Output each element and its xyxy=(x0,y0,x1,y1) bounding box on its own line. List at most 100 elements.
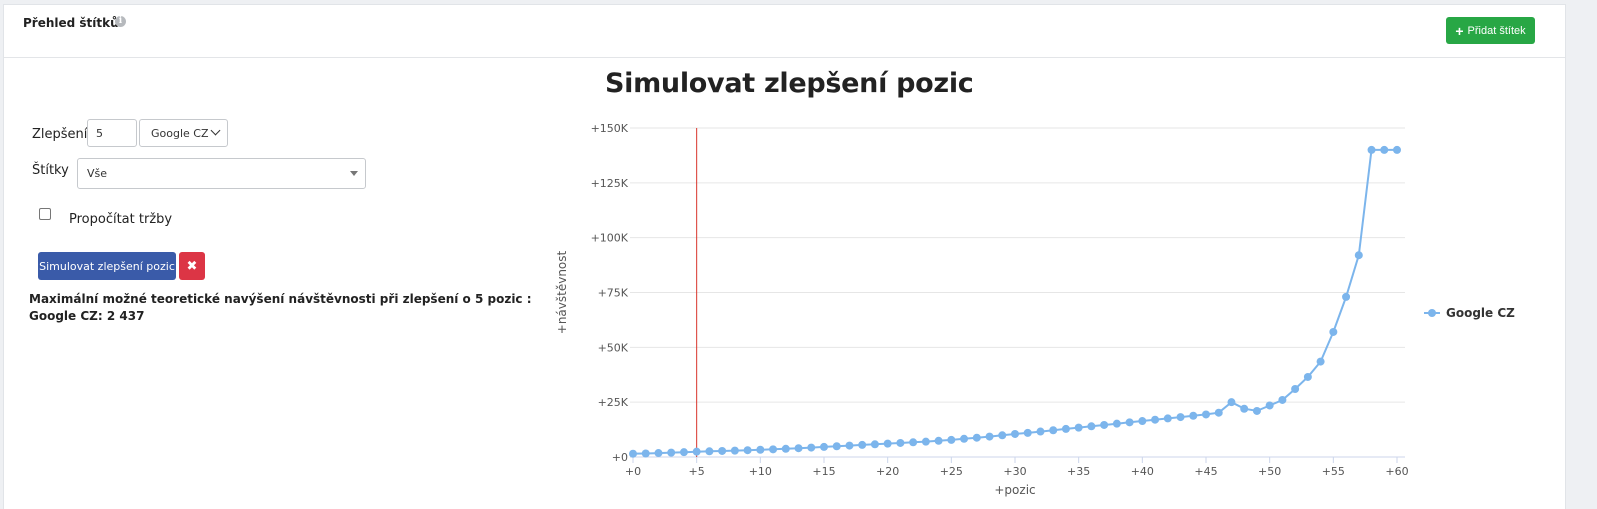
data-point[interactable] xyxy=(1151,415,1160,424)
revenue-checkbox[interactable] xyxy=(39,208,51,220)
y-tick-label: +100K xyxy=(591,232,629,245)
caret-down-icon xyxy=(350,171,358,176)
panel-title: Přehled štítků xyxy=(23,16,119,30)
data-point[interactable] xyxy=(1367,145,1376,154)
y-tick-label: +150K xyxy=(591,122,629,135)
data-point[interactable] xyxy=(972,433,981,442)
data-point[interactable] xyxy=(1342,292,1351,301)
data-point[interactable] xyxy=(1214,408,1223,417)
data-point[interactable] xyxy=(692,447,701,456)
data-point[interactable] xyxy=(1380,145,1389,154)
data-point[interactable] xyxy=(1100,420,1109,429)
data-point[interactable] xyxy=(1138,417,1147,426)
data-point[interactable] xyxy=(1393,145,1401,154)
tags-label: Štítky xyxy=(32,163,69,178)
data-point[interactable] xyxy=(1112,419,1121,428)
data-point[interactable] xyxy=(1049,426,1058,435)
data-point[interactable] xyxy=(1240,404,1249,413)
data-point[interactable] xyxy=(1176,413,1185,422)
data-point[interactable] xyxy=(743,446,752,455)
panel-header: Přehled štítků i + Přidat štítek xyxy=(4,5,1565,58)
x-tick-label: +25 xyxy=(940,465,963,478)
data-point[interactable] xyxy=(641,449,650,458)
result-line-2: Google CZ: 2 437 xyxy=(29,309,145,323)
clear-button[interactable]: ✖ xyxy=(179,252,205,280)
add-tag-button[interactable]: + Přidat štítek xyxy=(1446,17,1535,44)
data-point[interactable] xyxy=(1036,427,1045,436)
y-tick-label: +0 xyxy=(612,451,628,464)
x-tick-label: +10 xyxy=(749,465,772,478)
x-tick-label: +60 xyxy=(1385,465,1408,478)
series-line xyxy=(632,148,1397,455)
data-point[interactable] xyxy=(629,449,637,458)
data-point[interactable] xyxy=(1252,406,1261,415)
data-point[interactable] xyxy=(870,440,879,449)
data-point[interactable] xyxy=(1125,418,1134,427)
improve-positions-value: 5 xyxy=(96,126,103,140)
data-point[interactable] xyxy=(909,438,918,447)
info-icon[interactable]: i xyxy=(115,16,126,27)
x-tick-label: +50 xyxy=(1258,465,1281,478)
data-point[interactable] xyxy=(1316,357,1325,366)
x-tick-label: +0 xyxy=(625,465,641,478)
data-point[interactable] xyxy=(1354,251,1363,260)
tags-selected: Vše xyxy=(87,167,108,180)
data-point[interactable] xyxy=(679,448,688,457)
data-point[interactable] xyxy=(794,444,803,453)
data-point[interactable] xyxy=(858,440,867,449)
data-point[interactable] xyxy=(883,439,892,448)
data-point[interactable] xyxy=(1163,414,1172,423)
x-tick-label: +20 xyxy=(876,465,899,478)
data-point[interactable] xyxy=(934,436,943,445)
tags-select[interactable]: Vše xyxy=(77,158,366,189)
add-tag-button-label: Přidat štítek xyxy=(1467,24,1526,37)
data-point[interactable] xyxy=(832,442,841,451)
legend-symbol-marker xyxy=(1428,309,1436,317)
data-point[interactable] xyxy=(1202,410,1210,419)
revenue-checkbox-label[interactable]: Propočítat tržby xyxy=(69,212,173,227)
data-point[interactable] xyxy=(1227,398,1236,407)
data-point[interactable] xyxy=(1189,411,1198,420)
simulate-button[interactable]: Simulovat zlepšení pozic xyxy=(38,252,176,280)
legend-item-google-cz[interactable]: Google CZ xyxy=(1446,306,1515,320)
data-point[interactable] xyxy=(1329,327,1338,336)
data-point[interactable] xyxy=(705,447,714,456)
data-point[interactable] xyxy=(654,449,663,458)
y-tick-label: +75K xyxy=(598,287,629,300)
data-point[interactable] xyxy=(998,431,1007,440)
data-point[interactable] xyxy=(807,443,816,452)
improve-positions-input[interactable]: 5 xyxy=(87,119,137,147)
data-point[interactable] xyxy=(1023,428,1032,437)
plus-icon: + xyxy=(1455,22,1464,39)
data-point[interactable] xyxy=(845,441,854,450)
data-point[interactable] xyxy=(1303,372,1312,381)
data-point[interactable] xyxy=(756,445,765,454)
data-point[interactable] xyxy=(718,446,727,455)
chart-title: Simulovat zlepšení pozic xyxy=(605,68,974,99)
data-point[interactable] xyxy=(769,445,778,454)
data-point[interactable] xyxy=(667,448,676,457)
data-point[interactable] xyxy=(1087,422,1096,431)
data-point[interactable] xyxy=(1011,429,1019,438)
data-point[interactable] xyxy=(960,434,969,443)
data-point[interactable] xyxy=(820,442,828,451)
data-point[interactable] xyxy=(947,435,956,444)
data-point[interactable] xyxy=(781,444,790,453)
data-point[interactable] xyxy=(1265,401,1274,410)
data-point[interactable] xyxy=(896,438,905,447)
x-tick-label: +15 xyxy=(812,465,835,478)
data-point[interactable] xyxy=(730,446,739,455)
x-tick-label: +40 xyxy=(1131,465,1154,478)
search-engine-select[interactable]: Google CZ xyxy=(139,119,228,147)
data-point[interactable] xyxy=(1278,395,1287,404)
data-point[interactable] xyxy=(921,437,930,446)
result-text: Maximální možné teoretické navýšení návš… xyxy=(29,291,532,325)
data-point[interactable] xyxy=(1061,424,1070,433)
tags-overview-panel: Přehled štítků i + Přidat štítek xyxy=(3,4,1566,509)
improve-label: Zlepšení o xyxy=(32,127,100,142)
data-point[interactable] xyxy=(1291,385,1300,394)
x-tick-label: +55 xyxy=(1322,465,1345,478)
data-point[interactable] xyxy=(1074,423,1083,432)
data-point[interactable] xyxy=(985,432,994,441)
